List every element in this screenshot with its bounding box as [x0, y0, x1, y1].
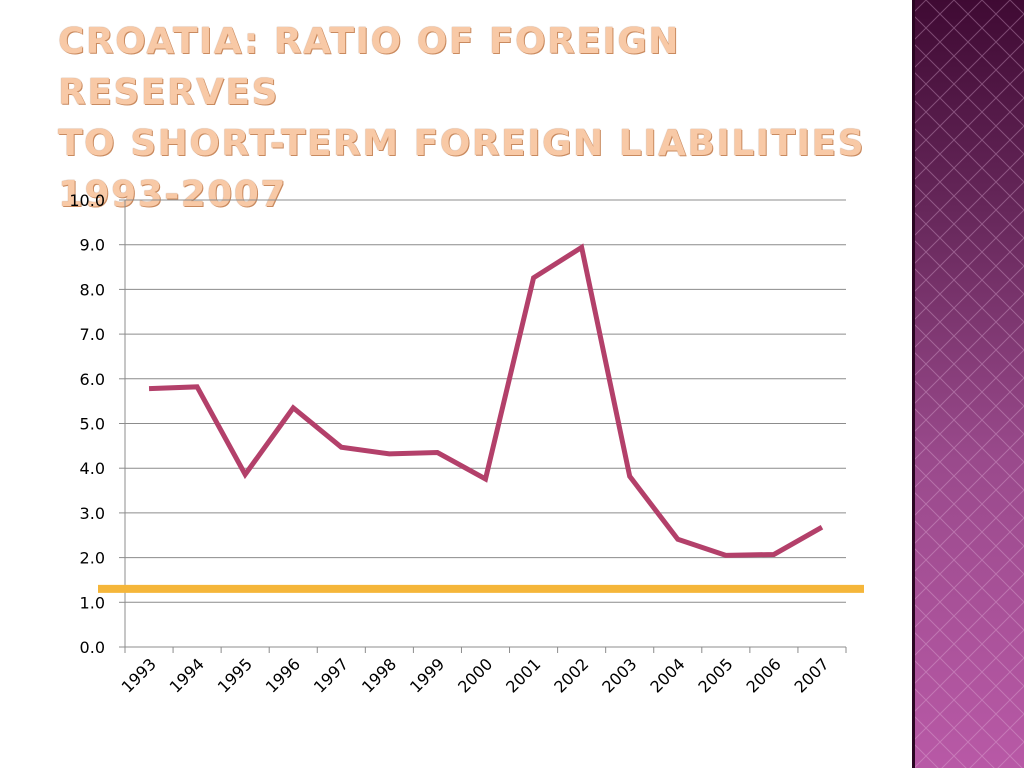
x-tick-label: 2003	[598, 654, 640, 696]
diamond-pattern	[912, 0, 1024, 768]
y-tick-label: 2.0	[80, 549, 105, 568]
y-tick-label: 10.0	[69, 191, 105, 210]
x-tick-label: 1993	[118, 654, 160, 696]
series-layer	[148, 243, 824, 558]
y-tick-label: 7.0	[80, 325, 105, 344]
x-tick-label: 2002	[550, 654, 592, 696]
slide-title: Croatia: Ratio of foreign reserves to sh…	[58, 21, 866, 215]
x-tick-label: 2001	[502, 654, 544, 696]
gridlines	[125, 199, 846, 603]
x-tick-label: 1996	[262, 654, 304, 696]
y-tick-label: 8.0	[80, 280, 105, 299]
y-tick-label: 4.0	[80, 459, 105, 478]
x-tick-label: 1994	[166, 654, 208, 696]
sidebar-edge	[912, 0, 915, 768]
x-tick-label: 1995	[214, 654, 256, 696]
x-tick-label: 2005	[694, 654, 736, 696]
y-tick-label: 3.0	[80, 504, 105, 523]
y-tick-label: 1.0	[80, 593, 105, 612]
decorative-sidebar	[912, 0, 1024, 768]
x-tick-label: 1999	[406, 654, 448, 696]
y-tick-label: 9.0	[80, 236, 105, 255]
x-tick-label: 2004	[646, 654, 688, 696]
x-tick-label: 2000	[454, 654, 496, 696]
series-line	[148, 243, 824, 558]
x-tick-labels: 1993 1994 1995 1996 1997 1998 1999 2000 2001 2002…	[118, 654, 833, 696]
x-tick-label: 1998	[358, 654, 400, 696]
y-tick-label: 5.0	[80, 415, 105, 434]
y-tick-label: 6.0	[80, 370, 105, 389]
x-tick-label: 2006	[743, 654, 785, 696]
y-tick-label: 0.0	[80, 638, 105, 657]
line-chart: 0.01.02.03.04.05.06.07.08.09.010.0 1993 1…	[69, 191, 864, 697]
y-tick-labels: 0.0 1.0 2.0 3.0 4.0 5.0 6.0 7.0 8.0 9.0 10.0	[69, 191, 105, 657]
axes	[119, 199, 847, 653]
x-tick-label: 1997	[310, 654, 352, 696]
x-tick-label: 2007	[791, 654, 833, 696]
